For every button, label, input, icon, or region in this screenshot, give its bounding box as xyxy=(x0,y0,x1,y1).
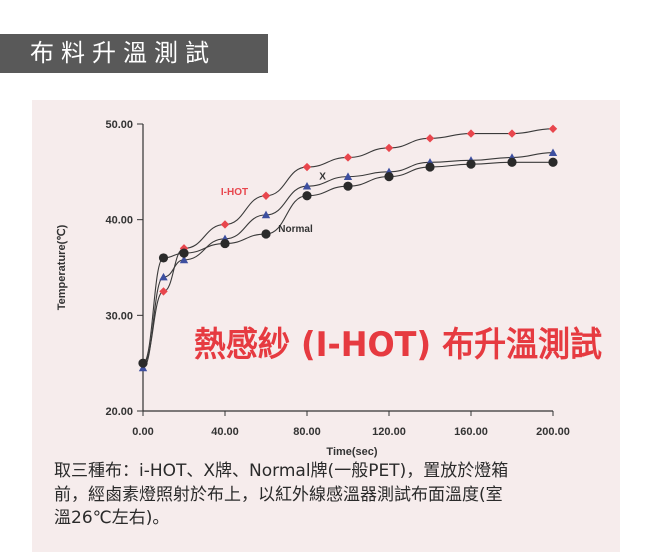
point-x-1 xyxy=(159,272,168,281)
series-label-normal: Normal xyxy=(278,224,313,235)
x-tick-label-3: 120.00 xyxy=(372,426,406,438)
y-tick-label-2: 40.00 xyxy=(105,215,133,227)
series-markers xyxy=(138,124,558,372)
caption-line-2: 前，經鹵素燈照射於布上，以紅外線感溫器測試布面溫度(室 xyxy=(54,484,503,505)
point-normal-8 xyxy=(425,162,435,172)
point-i-hot-5 xyxy=(302,162,312,172)
temperature-chart: 0.00 40.00 80.00 120.00 160.00 200.00 20.00 30.… xyxy=(56,119,602,458)
point-i-hot-8 xyxy=(425,134,435,143)
point-x-6 xyxy=(343,172,353,180)
y-tick-label-1: 30.00 xyxy=(105,310,133,322)
header-bar: 布料升溫測試 xyxy=(0,34,268,73)
caption-line-1: 取三種布：i-HOT、X牌、Normal牌(一般PET)，置放於燈箱 xyxy=(54,461,509,481)
x-tick-label-0: 0.00 xyxy=(132,426,153,438)
point-normal-10 xyxy=(507,157,517,167)
point-normal-4 xyxy=(261,229,271,239)
x-tick-label-1: 40.00 xyxy=(211,426,239,438)
point-i-hot-11 xyxy=(548,124,558,133)
point-i-hot-2 xyxy=(179,244,189,253)
point-i-hot-10 xyxy=(507,129,517,138)
point-normal-1 xyxy=(158,253,169,263)
chart-panel: 0.00 40.00 80.00 120.00 160.00 200.00 20.00 30.… xyxy=(32,100,620,552)
point-normal-9 xyxy=(466,159,476,169)
page-title: 布料升溫測試 xyxy=(30,39,216,67)
y-tick-label-0: 20.00 xyxy=(105,406,133,418)
point-i-hot-1 xyxy=(159,287,168,296)
chart-labels: I-HOT X Normal 熱感紗 (I-HOT) 布升溫測試 xyxy=(194,171,602,365)
y-axis-label: Temperature(℃) xyxy=(56,224,68,310)
series-label-x: X xyxy=(319,171,326,182)
point-i-hot-9 xyxy=(466,129,476,138)
caption-line-3: 溫26℃左右)。 xyxy=(54,508,170,528)
y-tick-label-3: 50.00 xyxy=(105,119,133,131)
series-label-i-hot: I-HOT xyxy=(221,187,248,198)
point-i-hot-4 xyxy=(261,191,271,200)
chart-title: 熱感紗 (I-HOT) 布升溫測試 xyxy=(194,325,602,365)
x-axis-label: Time(sec) xyxy=(326,446,377,458)
point-normal-2 xyxy=(179,248,189,258)
point-x-5 xyxy=(302,181,312,190)
point-normal-6 xyxy=(343,181,353,191)
chart-axes: 0.00 40.00 80.00 120.00 160.00 200.00 20.00 30.… xyxy=(56,119,570,458)
point-normal-11 xyxy=(548,157,558,167)
x-tick-label-2: 80.00 xyxy=(293,426,321,438)
caption: 取三種布：i-HOT、X牌、Normal牌(一般PET)，置放於燈箱 前，經鹵素… xyxy=(54,460,609,531)
point-normal-5 xyxy=(302,191,312,201)
point-i-hot-6 xyxy=(343,153,353,162)
x-tick-label-5: 200.00 xyxy=(536,426,570,438)
point-normal-7 xyxy=(384,172,394,182)
point-normal-3 xyxy=(220,238,230,249)
point-x-2 xyxy=(179,255,189,264)
point-normal-0 xyxy=(138,358,148,368)
point-x-4 xyxy=(261,210,271,219)
point-x-11 xyxy=(548,148,558,157)
x-tick-label-4: 160.00 xyxy=(454,426,488,438)
point-i-hot-3 xyxy=(220,220,230,229)
point-i-hot-7 xyxy=(384,143,394,153)
